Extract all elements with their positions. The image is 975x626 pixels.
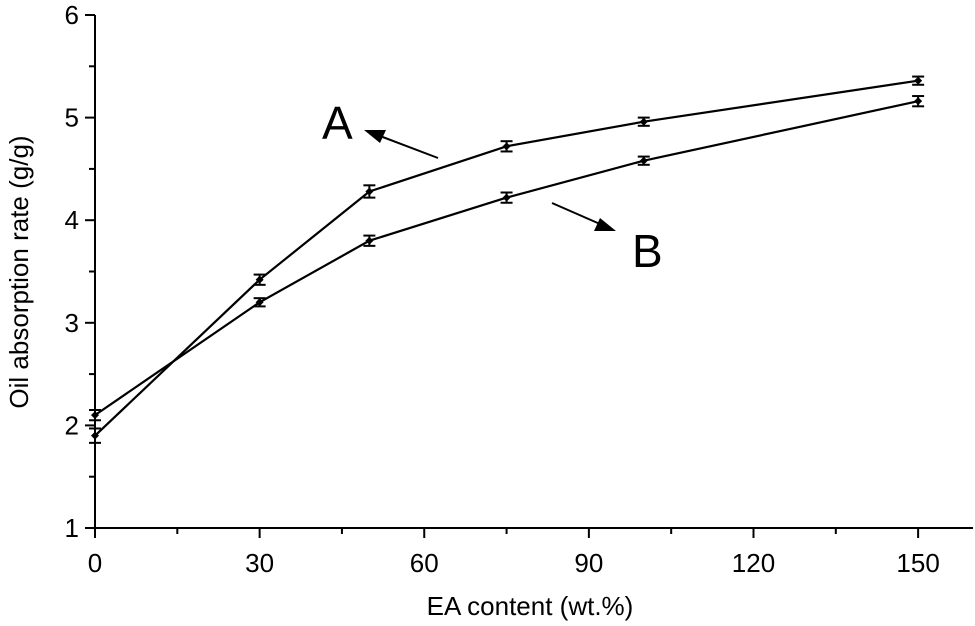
series-b (89, 95, 925, 422)
data-point (365, 187, 374, 196)
x-tick-label: 120 (732, 548, 775, 578)
x-axis-title: EA content (wt.%) (427, 591, 634, 621)
annotations: A B (322, 97, 663, 277)
data-point (639, 156, 648, 165)
y-tick-label: 2 (65, 410, 79, 440)
x-tick-label: 0 (88, 548, 102, 578)
data-point (914, 76, 923, 85)
y-tick-label: 4 (65, 205, 79, 235)
data-point (255, 298, 264, 307)
x-tick-label: 90 (574, 548, 603, 578)
arrow-b (551, 202, 616, 231)
data-point (502, 142, 511, 151)
series-a-line (94, 79, 919, 437)
x-tick-label: 150 (896, 548, 939, 578)
x-tick-label: 30 (245, 548, 274, 578)
arrow-b-line (551, 202, 601, 225)
data-point (502, 193, 511, 202)
x-tick-label: 60 (410, 548, 439, 578)
x-ticks: 0 30 60 90 120 150 (88, 528, 940, 578)
data-point (365, 236, 374, 245)
series-a (89, 75, 925, 444)
data-point (91, 411, 99, 420)
y-axis-title: Oil absorption rate (g/g) (4, 135, 34, 408)
y-tick-label: 6 (65, 0, 79, 30)
series-b-line (94, 100, 919, 417)
data-point (91, 431, 99, 440)
arrow-a (364, 130, 439, 159)
series-layer (89, 75, 925, 444)
data-point (255, 275, 264, 284)
series-b-tag: B (632, 225, 663, 277)
arrow-b-head (594, 218, 616, 231)
data-point (914, 97, 923, 106)
y-tick-label: 3 (65, 308, 79, 338)
arrow-a-head (364, 130, 386, 143)
y-tick-label: 5 (65, 103, 79, 133)
data-point (639, 117, 648, 126)
series-a-tag: A (322, 97, 353, 149)
arrow-a-line (379, 135, 439, 159)
y-ticks: 1 2 3 4 5 6 (65, 0, 95, 543)
y-tick-label: 1 (65, 513, 79, 543)
